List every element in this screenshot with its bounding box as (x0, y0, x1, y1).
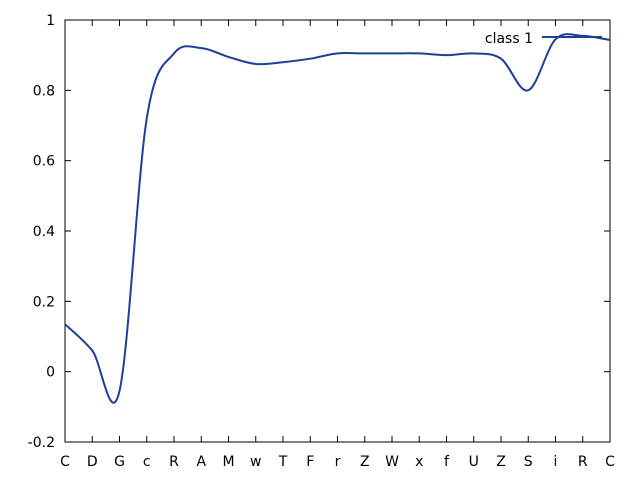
x-tick-label: Z (360, 454, 370, 470)
x-tick-label: C (60, 454, 70, 470)
x-tick-label: A (196, 454, 206, 470)
x-tick-label: w (250, 454, 261, 470)
legend: class 1 (485, 31, 602, 47)
x-tick-label: f (444, 454, 450, 470)
series-line-class-1 (64, 33, 611, 404)
x-tick-label: D (87, 454, 98, 470)
y-tick-label: 1 (46, 13, 55, 29)
series-layer (64, 33, 611, 404)
x-tick-label: r (335, 454, 341, 470)
x-tick-label: c (143, 454, 151, 470)
y-tick-label: 0.6 (33, 154, 55, 170)
y-axis: -0.2 0 0.2 0.4 0.6 0.8 1 (28, 13, 610, 451)
x-tick-label: U (469, 454, 479, 470)
plot-frame (64, 19, 611, 443)
x-tick-label: W (385, 454, 399, 470)
x-tick-label: Z (496, 454, 506, 470)
y-tick-label: 0.2 (33, 294, 55, 310)
x-tick-label: G (114, 454, 125, 470)
x-tick-label: S (524, 454, 533, 470)
legend-label: class 1 (485, 31, 533, 47)
x-tick-label: R (578, 454, 588, 470)
x-tick-label: T (278, 454, 288, 470)
x-tick-label: C (605, 454, 615, 470)
x-tick-label: x (415, 454, 423, 470)
x-tick-label: R (169, 454, 179, 470)
x-tick-label: i (554, 454, 558, 470)
y-tick-label: 0 (46, 365, 55, 381)
x-tick-label: M (222, 454, 234, 470)
y-tick-label: 0.4 (33, 224, 55, 240)
y-tick-label: -0.2 (28, 435, 55, 451)
x-tick-label: F (306, 454, 314, 470)
y-tick-label: 0.8 (33, 83, 55, 99)
